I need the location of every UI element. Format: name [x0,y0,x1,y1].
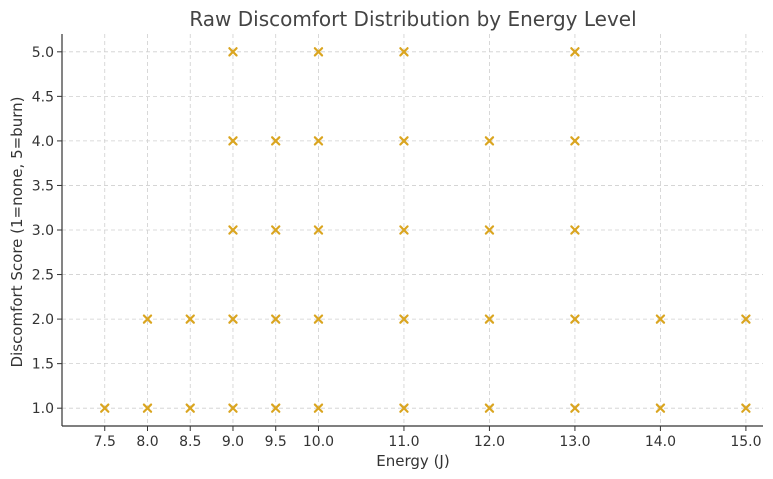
data-point [313,225,324,235]
y-tick-label: 5.0 [32,45,54,61]
y-tick-label: 2.5 [32,268,54,284]
data-point [185,403,195,413]
y-tick-label: 3.0 [32,223,54,239]
chart-title: Raw Discomfort Distribution by Energy Le… [189,7,636,31]
data-point [313,136,324,146]
x-tick-label: 9.5 [265,434,287,450]
data-point [271,403,281,413]
data-point [142,314,153,324]
data-point [399,47,409,57]
x-axis-label: Energy (J) [376,452,449,470]
data-point [484,225,495,235]
data-point [570,225,580,235]
data-point [570,47,580,57]
x-tick-label: 7.5 [94,434,116,450]
data-point [271,314,281,324]
y-tick-label: 4.5 [32,89,54,105]
x-tick-label: 12.0 [474,434,505,450]
y-tick-label: 3.5 [32,178,54,194]
x-tick-label: 8.0 [136,434,158,450]
data-point [655,403,666,413]
data-point [142,403,153,413]
data-point [484,136,495,146]
data-point [228,47,238,57]
data-point [271,136,281,146]
x-tick-label: 9.0 [222,434,244,450]
data-point [399,225,409,235]
y-tick-label: 2.0 [32,312,54,328]
y-tick-label: 1.0 [32,401,54,417]
data-point [741,403,751,413]
data-point [570,314,580,324]
data-point [313,403,324,413]
data-point [228,403,238,413]
x-tick-label: 13.0 [559,434,590,450]
x-ticks: 7.5 8.0 8.5 9.0 9.5 10.0 11.0 12.0 13.0 14.0 15.0 [94,426,761,450]
data-point [741,314,751,324]
data-point [313,47,324,57]
data-point [570,403,580,413]
x-tick-label: 8.5 [179,434,201,450]
data-point [228,225,238,235]
data-point [484,314,495,324]
data-point [313,314,324,324]
y-axis-label: Discomfort Score (1=none, 5=burn) [8,97,26,368]
data-point [228,314,238,324]
x-tick-label: 11.0 [388,434,419,450]
data-point [185,314,195,324]
data-point [655,314,666,324]
x-tick-label: 14.0 [645,434,676,450]
data-points [100,47,751,413]
data-point [100,403,110,413]
data-point [228,136,238,146]
y-tick-label: 1.5 [32,357,54,373]
data-point [399,403,409,413]
data-point [399,314,409,324]
y-tick-label: 4.0 [32,134,54,150]
x-tick-label: 15.0 [730,434,761,450]
data-point [399,136,409,146]
data-point [271,225,281,235]
x-tick-label: 10.0 [303,434,334,450]
data-point [570,136,580,146]
data-point [484,403,495,413]
y-ticks: 1.0 1.5 2.0 2.5 3.0 3.5 4.0 4.5 5.0 [32,45,62,417]
grid [62,34,763,426]
